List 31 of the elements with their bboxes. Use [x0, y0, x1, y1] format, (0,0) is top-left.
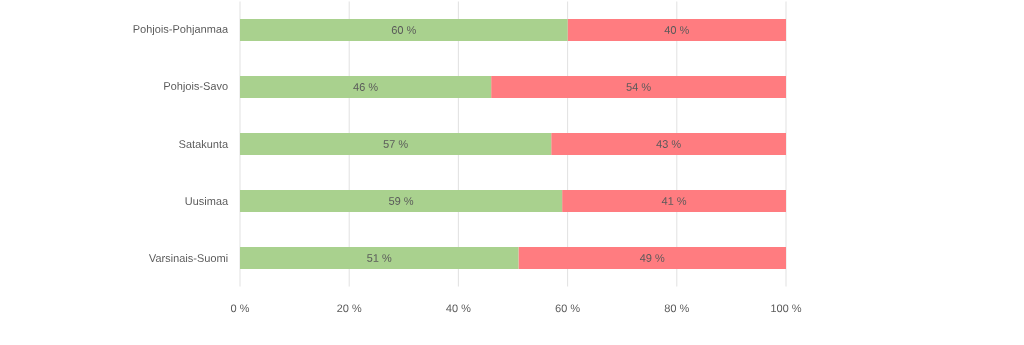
data-label: 59 %	[388, 197, 414, 205]
bar	[240, 133, 552, 155]
data-label: 40 %	[664, 26, 689, 34]
bar	[240, 76, 492, 98]
data-label: 41 %	[661, 197, 687, 205]
bar	[240, 190, 563, 212]
y-tick-label: Varsinais-Suomi	[148, 253, 228, 263]
data-label: 54 %	[626, 83, 651, 91]
bar	[240, 247, 519, 269]
y-tick-label: Uusimaa	[185, 196, 229, 206]
data-label: 60 %	[391, 26, 416, 34]
bar	[567, 19, 787, 41]
data-label: 46 %	[353, 83, 378, 91]
bar	[518, 247, 787, 269]
y-tick-label: Pohjois-Pohjanmaa	[133, 24, 229, 36]
bar	[551, 133, 787, 155]
bar	[240, 19, 568, 41]
x-tick-label: 80 %	[664, 304, 689, 313]
data-label: 49 %	[639, 254, 665, 262]
data-label: 57 %	[383, 140, 408, 148]
bar	[491, 76, 787, 98]
x-tick-label: 60 %	[555, 304, 580, 313]
x-tick-label: 0 %	[230, 304, 250, 313]
bar	[562, 190, 787, 212]
data-label: 51 %	[367, 254, 392, 262]
y-tick-label: Satakunta	[179, 139, 229, 149]
x-tick-label: 20 %	[337, 304, 362, 313]
x-tick-label: 100 %	[771, 304, 802, 313]
y-tick-label: Pohjois-Savo	[164, 81, 228, 93]
data-label: 43 %	[656, 140, 681, 148]
x-tick-label: 40 %	[446, 304, 471, 313]
